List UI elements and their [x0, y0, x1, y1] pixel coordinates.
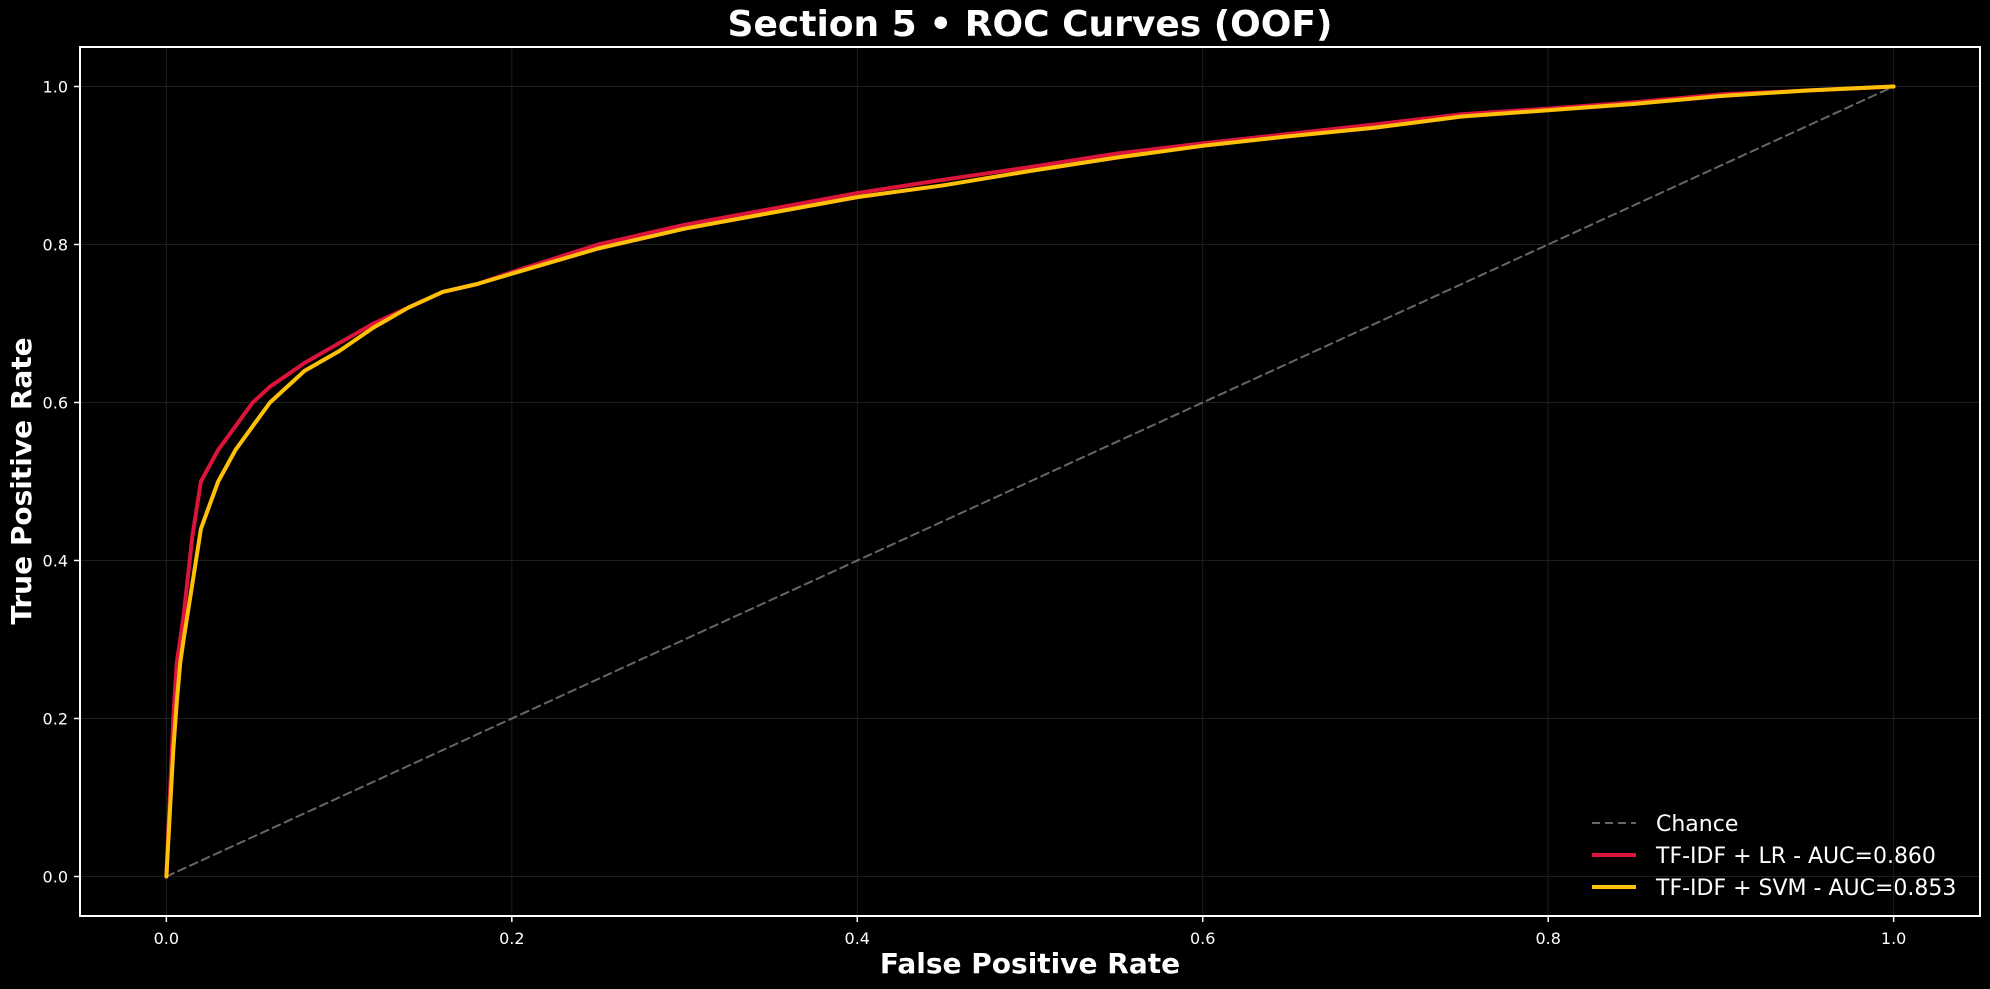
y-tick-label: 0.6	[43, 394, 68, 413]
x-tick-label: 0.6	[1190, 929, 1215, 948]
series-line-2	[164, 84, 1896, 879]
series-group	[164, 84, 1896, 879]
y-axis-ticks: 0.0 0.2 0.4 0.6 0.8 1.0	[43, 78, 80, 887]
x-tick-label: 0.0	[154, 929, 179, 948]
y-tick-label: 0.2	[43, 710, 68, 729]
x-tick-label: 0.2	[499, 929, 524, 948]
legend-label: Chance	[1656, 812, 1738, 837]
x-axis-ticks: 0.0 0.2 0.4 0.6 0.8 1.0	[154, 916, 1906, 948]
grid	[80, 47, 1980, 916]
legend-label: TF-IDF + LR - AUC=0.860	[1655, 844, 1936, 869]
chart-title: Section 5 • ROC Curves (OOF)	[728, 4, 1333, 45]
series-line-0	[165, 85, 1895, 878]
x-tick-label: 1.0	[1881, 929, 1906, 948]
legend: Chance TF-IDF + LR - AUC=0.860 TF-IDF + SV…	[1592, 812, 1956, 901]
y-tick-label: 0.4	[43, 552, 68, 571]
y-tick-label: 0.8	[43, 236, 68, 255]
y-tick-label: 1.0	[43, 78, 68, 97]
legend-label: TF-IDF + SVM - AUC=0.853	[1655, 876, 1956, 901]
x-tick-label: 0.8	[1535, 929, 1560, 948]
x-tick-label: 0.4	[845, 929, 870, 948]
plot-frame	[79, 46, 1981, 917]
x-axis-label: False Positive Rate	[880, 947, 1180, 980]
y-tick-label: 0.0	[43, 868, 68, 887]
y-axis-label: True Positive Rate	[5, 337, 38, 624]
